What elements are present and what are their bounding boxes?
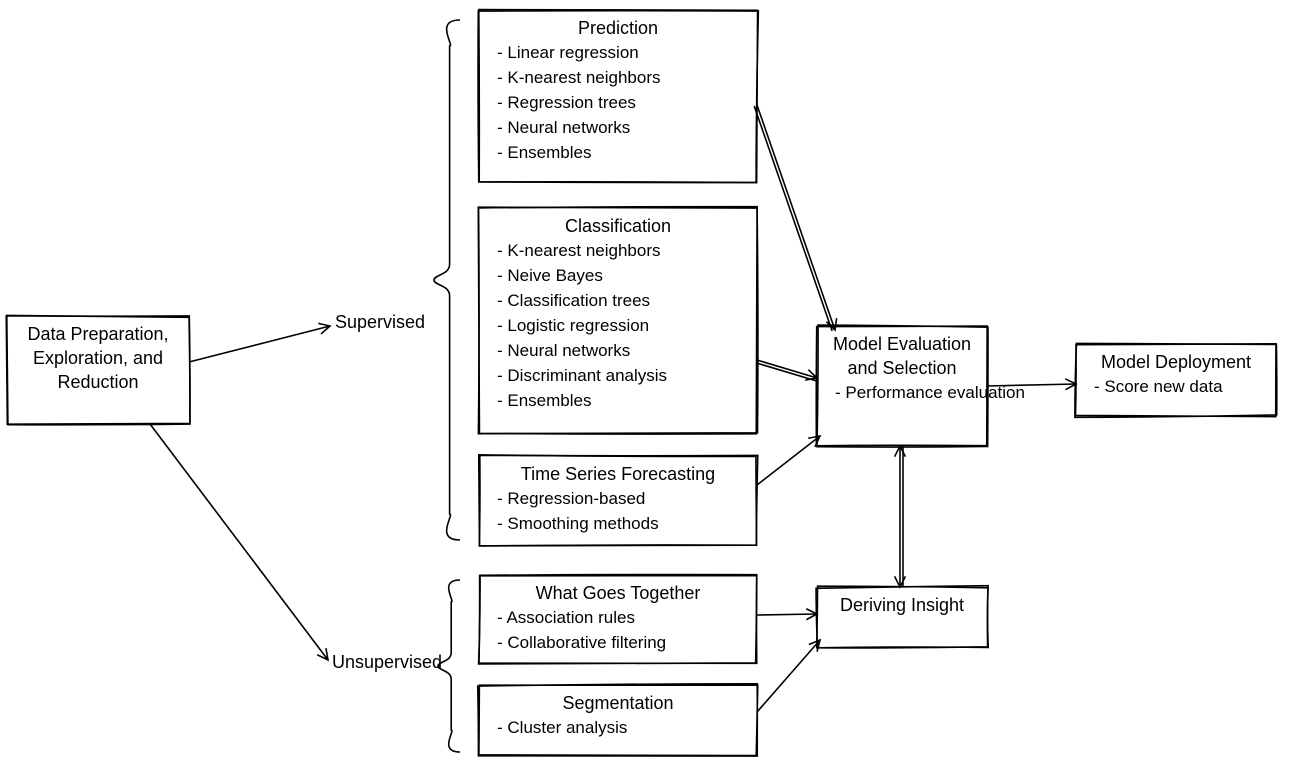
node-title: Classification [565, 216, 671, 236]
node-item: - Linear regression [497, 43, 639, 62]
node-title: and Selection [847, 358, 956, 378]
node-insight: Deriving Insight [816, 586, 988, 648]
node-title: Data Preparation, [27, 324, 168, 344]
node-item: - K-nearest neighbors [497, 68, 660, 87]
node-item: - Neural networks [497, 341, 630, 360]
edge-timeseries-eval [757, 436, 820, 485]
brace-supervised [434, 20, 460, 540]
node-item: - Classification trees [497, 291, 650, 310]
node-title: Model Deployment [1101, 352, 1251, 372]
edge-dataprep-unsupervised [150, 424, 328, 660]
label-supervised: Supervised [335, 312, 425, 332]
node-title: Time Series Forecasting [521, 464, 715, 484]
node-item: - Regression-based [497, 489, 645, 508]
node-item: - K-nearest neighbors [497, 241, 660, 260]
node-item: - Logistic regression [497, 316, 649, 335]
node-item: - Ensembles [497, 143, 592, 162]
edge-dataprep-supervised [189, 323, 330, 362]
node-item: - Collaborative filtering [497, 633, 666, 652]
node-item: - Association rules [497, 608, 635, 627]
node-item: - Regression trees [497, 93, 636, 112]
node-timeseries: Time Series Forecasting - Regression-base… [479, 455, 758, 546]
node-title: What Goes Together [536, 583, 701, 603]
node-title: Reduction [57, 372, 138, 392]
node-item: - Discriminant analysis [497, 366, 667, 385]
node-item: - Score new data [1094, 377, 1223, 396]
node-item: - Cluster analysis [497, 718, 627, 737]
node-prediction: Prediction - Linear regression - K-nearest… [478, 10, 758, 183]
edge-together-insight [757, 609, 817, 620]
node-item: - Ensembles [497, 391, 592, 410]
edge-classification-eval [756, 360, 817, 381]
node-segmentation: Segmentation - Cluster analysis [478, 684, 758, 756]
node-title: Deriving Insight [840, 595, 964, 615]
node-item: - Neive Bayes [497, 266, 603, 285]
node-together: What Goes Together - Association rules - C… [479, 575, 757, 664]
edge-prediction-eval [754, 105, 836, 331]
node-item: - Smoothing methods [497, 514, 659, 533]
node-item: - Neural networks [497, 118, 630, 137]
node-title: Model Evaluation [833, 334, 971, 354]
edge-segmentation-insight [757, 640, 820, 712]
node-title: Prediction [578, 18, 658, 38]
node-title: Exploration, and [33, 348, 163, 368]
label-unsupervised: Unsupervised [332, 652, 442, 672]
node-dataprep: Data Preparation, Exploration, and Reducti… [6, 315, 190, 424]
node-classification: Classification - K-nearest neighbors - Nei… [478, 207, 758, 434]
node-title: Segmentation [562, 693, 673, 713]
node-deploy: Model Deployment - Score new data [1075, 343, 1277, 417]
edge-insight-eval [895, 446, 906, 587]
